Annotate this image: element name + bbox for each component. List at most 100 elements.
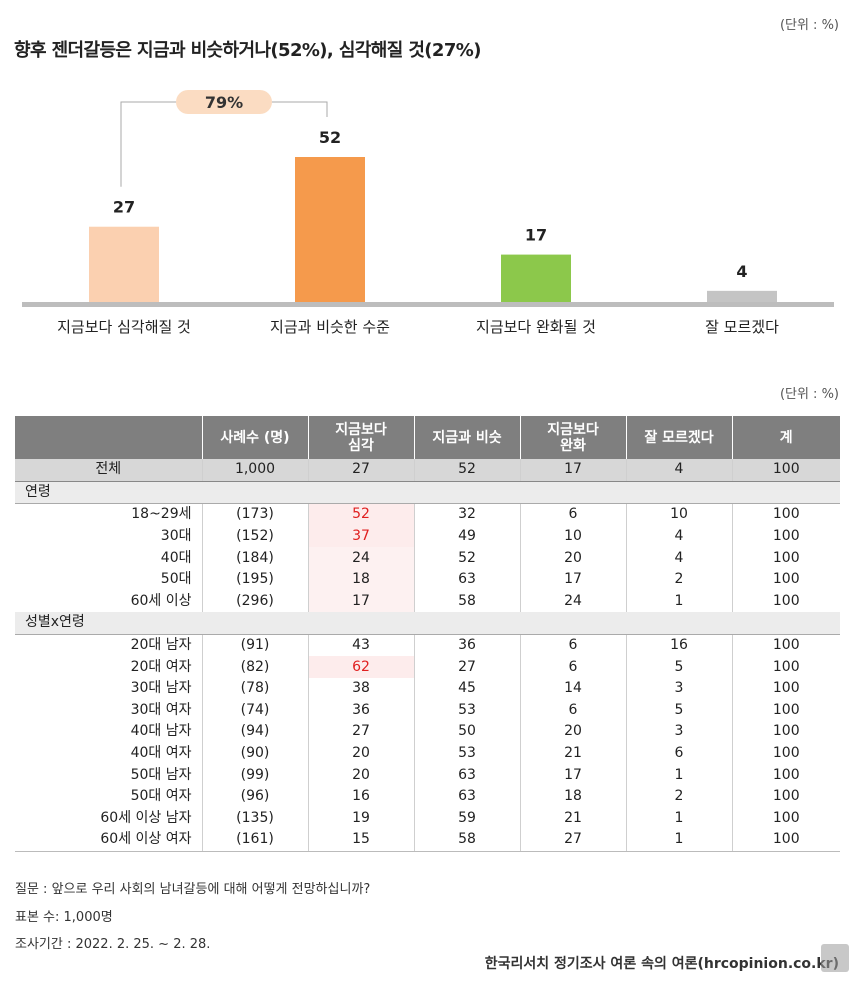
table-cell: 100 — [731, 764, 840, 786]
table-cell: 27 — [307, 459, 414, 482]
table-cell: 4 — [625, 525, 732, 548]
table-cell: 100 — [731, 503, 840, 526]
table-cell: 100 — [731, 568, 840, 591]
table-cell: 32 — [413, 503, 520, 526]
table-cell: 6 — [625, 742, 732, 765]
table-cell: (78) — [201, 677, 308, 700]
table-cell: 49 — [413, 525, 520, 548]
bracket-label: 79% — [205, 93, 243, 112]
table-cell: 63 — [413, 764, 520, 786]
table-cell: (99) — [201, 764, 308, 786]
table-cell: 5 — [625, 699, 732, 722]
column-header-6: 계 — [731, 416, 840, 459]
table-row: 60세 이상 (296) 17 58 24 1 100 — [15, 590, 840, 613]
table-cell: 100 — [731, 742, 840, 765]
table-cell: (82) — [201, 656, 308, 678]
table-cell: 100 — [731, 656, 840, 678]
table-cell: 27 — [307, 721, 414, 743]
table-cell: (90) — [201, 742, 308, 765]
category-label-3: 잘 모르겠다 — [705, 318, 779, 336]
table-cell: 58 — [413, 829, 520, 852]
table-cell: 6 — [519, 699, 626, 722]
table-cell: 63 — [413, 568, 520, 591]
table-cell: 50 — [413, 721, 520, 743]
table-cell: 19 — [307, 807, 414, 830]
table-cell: 36 — [307, 699, 414, 722]
bar-3 — [707, 290, 777, 302]
table-cell: 4 — [625, 547, 732, 569]
table-cell: 1 — [625, 807, 732, 830]
bar-value-label-0: 27 — [113, 198, 135, 217]
table-cell: 38 — [307, 677, 414, 700]
table-row: 20대 남자 (91) 43 36 6 16 100 — [15, 634, 840, 657]
table-cell: 20대 남자 — [130, 637, 192, 654]
baseline-axis — [22, 302, 834, 307]
table-cell: 2 — [625, 568, 732, 591]
table-cell: 60세 이상 남자 — [100, 809, 192, 826]
table-cell: 27 — [519, 829, 626, 852]
table-cell: 30대 — [160, 528, 192, 545]
table-cell: 52 — [413, 547, 520, 569]
table-cell: 18 — [519, 785, 626, 808]
table-cell: 2 — [625, 785, 732, 808]
category-label-0: 지금보다 심각해질 것 — [57, 318, 191, 336]
table-cell: 15 — [307, 829, 414, 852]
table-cell: 4 — [625, 459, 732, 482]
table-cell: 1,000 — [201, 459, 308, 482]
source-credit: 한국리서치 정기조사 여론 속의 여론(hrcopinion.co.kr) — [484, 956, 839, 972]
table-row: 50대 여자 (96) 16 63 18 2 100 — [15, 785, 840, 808]
table-cell: 50대 — [160, 571, 192, 588]
table-cell: 53 — [413, 742, 520, 765]
table-cell: 63 — [413, 785, 520, 808]
table-cell: 50대 남자 — [130, 766, 192, 783]
table-cell: (135) — [201, 807, 308, 830]
table-cell: 45 — [413, 677, 520, 700]
column-header-1: 사례수 (명) — [201, 416, 308, 459]
table-cell: 100 — [731, 634, 840, 657]
table-cell: 24 — [519, 590, 626, 613]
bar-value-label-1: 52 — [319, 128, 341, 147]
table-cell: 전체 — [15, 459, 202, 482]
table-row: 30대 여자 (74) 36 53 6 5 100 — [15, 699, 840, 722]
table-cell: 100 — [731, 525, 840, 548]
table-cell: 58 — [413, 590, 520, 613]
survey-question: 질문 : 앞으로 우리 사회의 남녀갈등에 대해 어떻게 전망하십니까? — [15, 882, 371, 897]
bar-value-label-3: 4 — [736, 262, 747, 281]
table-cell: 40대 남자 — [130, 723, 192, 740]
table-cell: 17 — [519, 459, 626, 482]
table-cell: 14 — [519, 677, 626, 700]
table-cell: 16 — [307, 785, 414, 808]
table-cell: 1 — [625, 829, 732, 852]
bar-1 — [295, 157, 365, 302]
bracket-label-bg — [176, 90, 272, 114]
table-row: 50대 (195) 18 63 17 2 100 — [15, 568, 840, 591]
table-cell: 43 — [307, 634, 414, 657]
table-cell: 52 — [307, 503, 414, 526]
table-cell: 100 — [731, 677, 840, 700]
table-row: 60세 이상 남자 (135) 19 59 21 1 100 — [15, 807, 840, 830]
table-row: 60세 이상 여자 (161) 15 58 27 1 100 — [15, 829, 840, 852]
table-cell: 100 — [731, 721, 840, 743]
table-cell: 6 — [519, 634, 626, 657]
table-cell: 52 — [413, 459, 520, 482]
table-cell: (94) — [201, 721, 308, 743]
table-cell: 59 — [413, 807, 520, 830]
table-cell: 3 — [625, 677, 732, 700]
column-header-2: 지금보다 심각 — [307, 416, 414, 459]
table-cell: 17 — [519, 764, 626, 786]
table-cell: (74) — [201, 699, 308, 722]
table-cell: 30대 여자 — [130, 701, 192, 718]
category-label-1: 지금과 비슷한 수준 — [270, 318, 390, 336]
table-cell: 20 — [519, 547, 626, 569]
table-cell: 100 — [731, 699, 840, 722]
table-cell: 24 — [307, 547, 414, 569]
sample-size: 표본 수: 1,000명 — [15, 910, 113, 925]
table-cell: 17 — [519, 568, 626, 591]
table-cell: (161) — [201, 829, 308, 852]
table-row: 18~29세 (173) 52 32 6 10 100 — [15, 503, 840, 526]
bar-value-label-2: 17 — [525, 226, 547, 245]
table-cell: (195) — [201, 568, 308, 591]
table-cell: 27 — [413, 656, 520, 678]
table-cell: 100 — [731, 459, 840, 482]
bar-0 — [89, 226, 159, 302]
